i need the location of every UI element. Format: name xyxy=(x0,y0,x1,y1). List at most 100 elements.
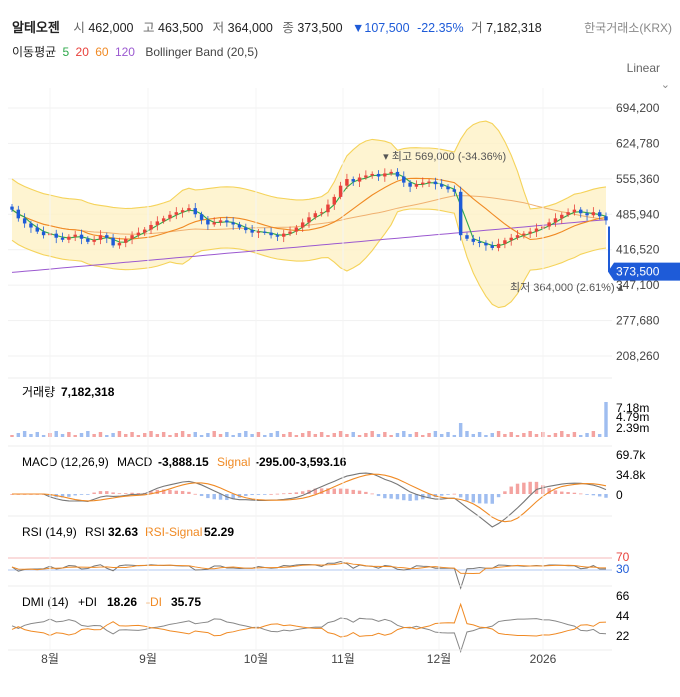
candle-body[interactable] xyxy=(307,217,311,223)
candle-body[interactable] xyxy=(402,176,406,183)
chevron-down-icon[interactable]: ⌄ xyxy=(660,79,670,91)
candle-body[interactable] xyxy=(288,231,292,234)
candle-body[interactable] xyxy=(496,243,501,248)
candle-body[interactable] xyxy=(439,184,444,187)
candle-body[interactable] xyxy=(522,233,526,236)
candle-body[interactable] xyxy=(117,242,122,246)
candle-body[interactable] xyxy=(414,184,419,187)
candle-body[interactable] xyxy=(503,240,507,244)
candle-body[interactable] xyxy=(376,173,381,177)
candle-body[interactable] xyxy=(300,222,305,228)
candle-body[interactable] xyxy=(389,171,393,174)
candle-body[interactable] xyxy=(256,231,261,233)
bollinger-label[interactable]: Bollinger Band (20,5) xyxy=(145,45,259,59)
candle-body[interactable] xyxy=(357,177,362,182)
candle-body[interactable] xyxy=(591,212,596,216)
candle-body[interactable] xyxy=(452,189,457,192)
candle-body[interactable] xyxy=(86,238,90,242)
candle-body[interactable] xyxy=(553,218,558,223)
candle-body[interactable] xyxy=(187,208,191,211)
candle-body[interactable] xyxy=(604,216,608,221)
candle-body[interactable] xyxy=(142,229,147,233)
candle-body[interactable] xyxy=(477,241,482,244)
candle-body[interactable] xyxy=(319,212,324,214)
candle-body[interactable] xyxy=(338,185,343,197)
candle-body[interactable] xyxy=(458,191,463,236)
candle-body[interactable] xyxy=(98,235,103,240)
ma-period-5[interactable]: 5 xyxy=(62,45,70,59)
candle-body[interactable] xyxy=(35,227,39,232)
candle-body[interactable] xyxy=(218,220,223,223)
candle-body[interactable] xyxy=(490,245,494,248)
candle-body[interactable] xyxy=(73,234,77,237)
candle-body[interactable] xyxy=(136,232,141,236)
candle-body[interactable] xyxy=(180,210,185,213)
candle-body[interactable] xyxy=(124,238,128,243)
ma-period-20[interactable]: 20 xyxy=(75,45,89,59)
candle-body[interactable] xyxy=(547,222,551,227)
candle-body[interactable] xyxy=(250,230,254,233)
candle-body[interactable] xyxy=(446,186,450,190)
candle-body[interactable] xyxy=(225,220,229,223)
candle-body[interactable] xyxy=(231,222,235,225)
candle-body[interactable] xyxy=(282,233,286,237)
candle-body[interactable] xyxy=(111,237,115,246)
candle-body[interactable] xyxy=(168,214,172,219)
candle-body[interactable] xyxy=(597,212,602,217)
candle-body[interactable] xyxy=(364,175,368,178)
candle-body[interactable] xyxy=(585,213,589,216)
candle-body[interactable] xyxy=(79,234,84,239)
candle-body[interactable] xyxy=(244,227,248,231)
candle-body[interactable] xyxy=(193,208,197,215)
candle-body[interactable] xyxy=(263,231,267,233)
candle-body[interactable] xyxy=(515,235,520,238)
candle-body[interactable] xyxy=(370,173,374,176)
candle-body[interactable] xyxy=(313,213,318,218)
candle-body[interactable] xyxy=(161,218,166,222)
candle-body[interactable] xyxy=(54,233,58,238)
candle-body[interactable] xyxy=(275,235,280,237)
candle-body[interactable] xyxy=(174,212,179,215)
ma-period-120[interactable]: 120 xyxy=(114,45,135,59)
candle-body[interactable] xyxy=(345,179,349,186)
candle-body[interactable] xyxy=(237,224,242,228)
candle-body[interactable] xyxy=(60,237,65,240)
candle-body[interactable] xyxy=(149,224,153,230)
candle-body[interactable] xyxy=(471,238,476,242)
candle-body[interactable] xyxy=(395,171,400,177)
candle-body[interactable] xyxy=(326,204,330,213)
scale-mode-select[interactable]: Linear xyxy=(626,61,660,75)
candle-body[interactable] xyxy=(294,227,299,232)
candle-body[interactable] xyxy=(67,236,71,240)
candle-body[interactable] xyxy=(484,242,488,246)
candle-body[interactable] xyxy=(206,219,210,225)
ma-period-60[interactable]: 60 xyxy=(95,45,109,59)
candle-body[interactable] xyxy=(566,212,570,215)
candle-body[interactable] xyxy=(383,173,387,177)
candle-body[interactable] xyxy=(16,209,21,219)
candle-body[interactable] xyxy=(421,182,425,185)
candle-body[interactable] xyxy=(105,235,109,238)
candle-body[interactable] xyxy=(427,181,431,183)
candle-body[interactable] xyxy=(579,209,583,214)
candle-body[interactable] xyxy=(560,214,564,219)
candle-body[interactable] xyxy=(269,232,273,236)
stock-name[interactable]: 알테오젠 xyxy=(12,20,60,35)
candle-body[interactable] xyxy=(92,239,96,242)
candle-body[interactable] xyxy=(29,223,33,228)
candle-body[interactable] xyxy=(332,196,336,205)
candle-body[interactable] xyxy=(465,235,469,239)
candle-body[interactable] xyxy=(351,179,355,182)
candle-body[interactable] xyxy=(10,206,14,210)
candle-body[interactable] xyxy=(509,237,513,241)
candle-body[interactable] xyxy=(22,218,27,224)
candle-body[interactable] xyxy=(572,209,577,213)
candle-body[interactable] xyxy=(130,235,134,239)
candle-body[interactable] xyxy=(199,214,204,220)
candle-body[interactable] xyxy=(41,231,46,236)
candle-body[interactable] xyxy=(155,221,160,225)
candle-body[interactable] xyxy=(408,182,412,187)
candle-body[interactable] xyxy=(528,231,532,234)
candle-body[interactable] xyxy=(212,222,216,225)
